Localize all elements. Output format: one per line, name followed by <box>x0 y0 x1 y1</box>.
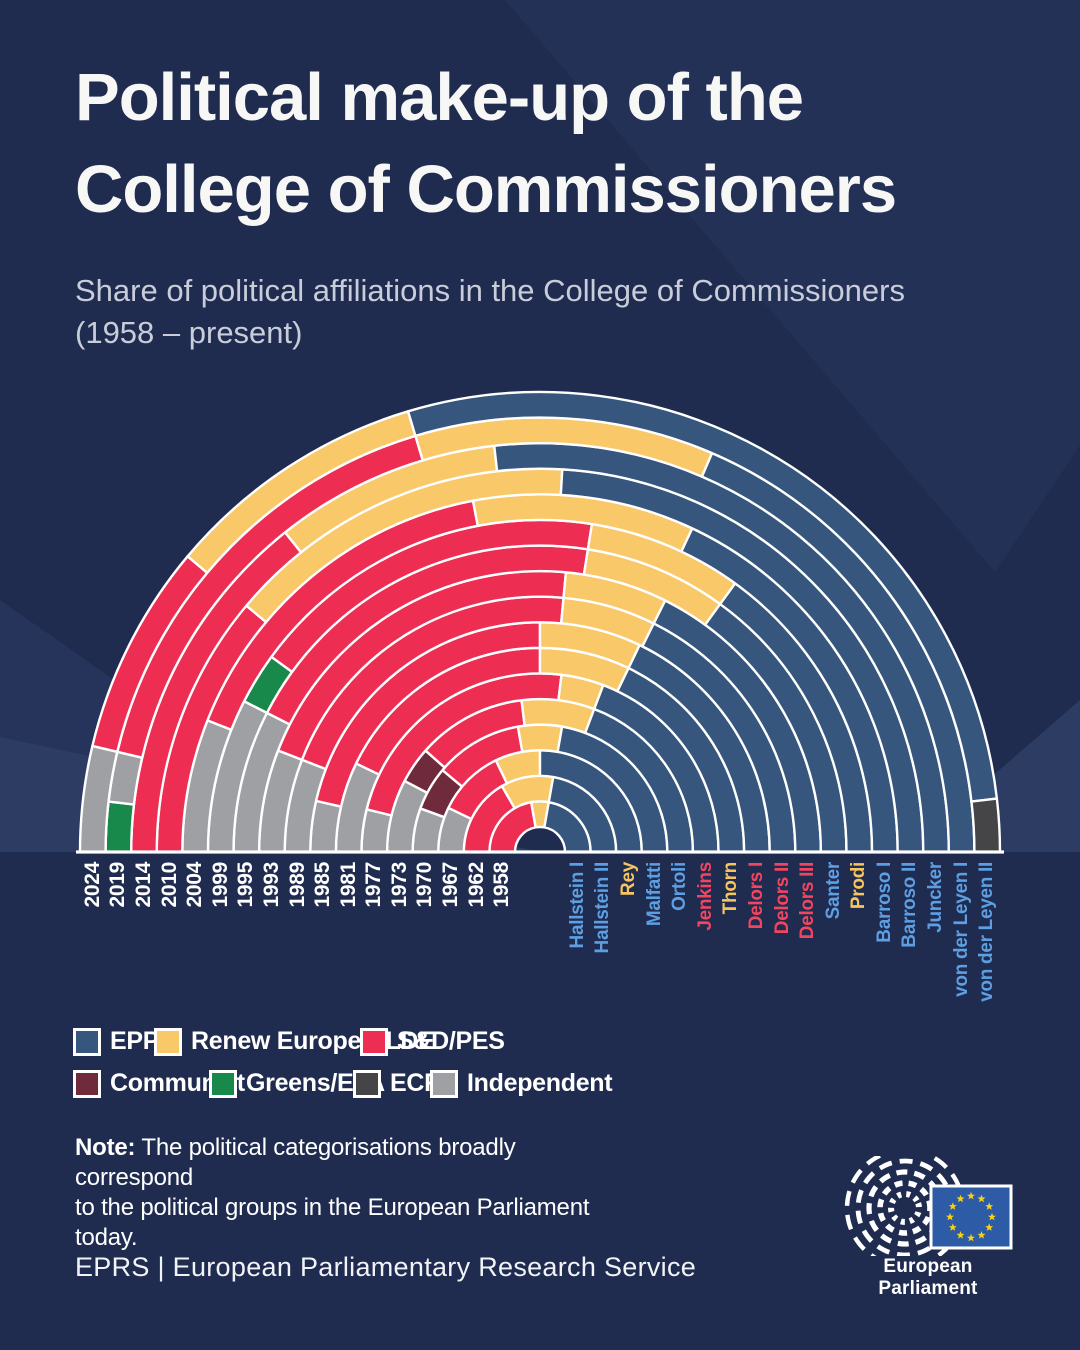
commission-label-Barroso I: Barroso I <box>873 862 895 943</box>
year-label-1985: 1985 <box>311 862 335 908</box>
ring-2019-segment-greens <box>104 800 136 854</box>
year-label-1981: 1981 <box>336 862 360 908</box>
commission-label-Delors I: Delors I <box>745 862 767 930</box>
year-label-2019: 2019 <box>106 862 130 908</box>
ep-logo-graphic <box>844 1147 1013 1269</box>
chart-baseline <box>76 850 1004 854</box>
year-label-2010: 2010 <box>157 862 181 908</box>
commission-label-Malfatti: Malfatti <box>643 862 665 927</box>
credit-line: EPRS | European Parliamentary Research S… <box>75 1252 697 1282</box>
year-label-2024: 2024 <box>80 862 104 908</box>
commission-label-Hallstein I: Hallstein I <box>566 862 588 949</box>
commission-label-Prodi: Prodi <box>848 862 870 910</box>
commission-label-Jenkins: Jenkins <box>694 862 716 931</box>
year-label-2014: 2014 <box>131 862 155 908</box>
year-label-2004: 2004 <box>183 862 207 908</box>
year-label-1999: 1999 <box>208 862 232 908</box>
subtitle: Share of political affiliations in the C… <box>75 270 1025 354</box>
year-label-1995: 1995 <box>234 862 258 908</box>
header: Political make-up of the College of Commi… <box>75 52 1025 354</box>
commission-label-von der Leyen I: von der Leyen I <box>950 862 972 997</box>
year-label-1967: 1967 <box>439 862 463 908</box>
commission-label-Rey: Rey <box>617 862 639 896</box>
year-label-1958: 1958 <box>490 862 514 908</box>
commission-label-Hallstein II: Hallstein II <box>592 862 614 954</box>
subtitle-line1: Share of political affiliations in the C… <box>75 273 905 308</box>
commission-label-Delors II: Delors II <box>771 862 793 935</box>
commission-label-Santer: Santer <box>822 862 844 920</box>
european-parliament-logo: European Parliament <box>838 1147 1018 1299</box>
year-label-1989: 1989 <box>285 862 309 908</box>
eu-flag-icon <box>929 1184 1013 1250</box>
note: Note: The political categorisations broa… <box>75 1133 635 1253</box>
commission-label-Delors III: Delors III <box>797 862 819 940</box>
commission-label-Juncker: Juncker <box>925 862 947 933</box>
note-line1: The political categorisations broadly co… <box>75 1134 516 1191</box>
page-title-line2: College of Commissioners <box>75 152 897 227</box>
ring-2024-segment-ecr <box>970 797 1002 854</box>
year-label-1970: 1970 <box>413 862 437 908</box>
year-label-1993: 1993 <box>259 862 283 908</box>
note-label: Note: <box>75 1134 136 1161</box>
page-title-line1: Political make-up of the <box>75 60 804 135</box>
commission-label-Ortoli: Ortoli <box>669 862 691 911</box>
ring-1970-segment-renew <box>516 723 564 753</box>
year-label-1977: 1977 <box>362 862 386 908</box>
ep-logo-caption: European Parliament <box>878 1256 978 1299</box>
year-label-1973: 1973 <box>387 862 411 908</box>
commission-label-Barroso II: Barroso II <box>899 862 921 948</box>
commission-label-Thorn: Thorn <box>720 862 742 915</box>
note-line2: to the political groups in the European … <box>75 1194 590 1251</box>
page-title: Political make-up of the College of Commi… <box>75 52 1025 236</box>
year-label-1962: 1962 <box>464 862 488 908</box>
subtitle-line2: (1958 – present) <box>75 315 303 350</box>
commission-label-von der Leyen II: von der Leyen II <box>976 862 998 1002</box>
